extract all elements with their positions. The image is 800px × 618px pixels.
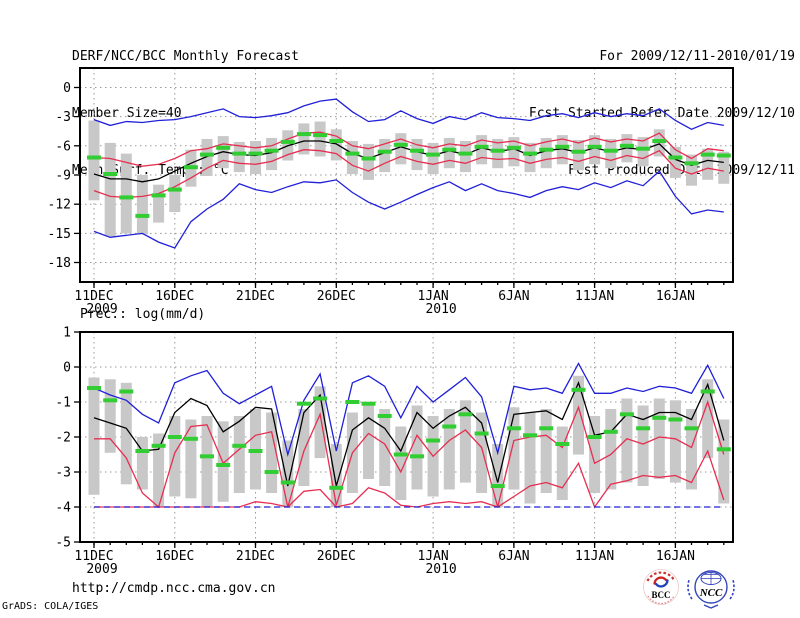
source-url: http://cmdp.ncc.cma.gov.cn	[72, 581, 276, 596]
svg-text:2010: 2010	[425, 302, 456, 314]
svg-text:-3: -3	[55, 466, 71, 481]
svg-text:26DEC: 26DEC	[317, 549, 356, 564]
svg-text:2009: 2009	[86, 302, 117, 314]
svg-text:21DEC: 21DEC	[236, 289, 275, 304]
svg-text:11DEC: 11DEC	[74, 549, 113, 564]
bcc-logo-label: BCC	[651, 590, 670, 600]
svg-text:11JAN: 11JAN	[575, 549, 614, 564]
member-size-label: Member Size=40	[72, 106, 182, 121]
bcc-logo: BCC	[643, 569, 679, 605]
svg-text:-9: -9	[55, 169, 71, 184]
svg-text:-6: -6	[55, 139, 71, 154]
page-title: DERF/NCC/BCC Monthly Forecast	[72, 49, 299, 64]
precipitation-chart-title: Prec.: log(mm/d)	[80, 307, 206, 322]
svg-text:1: 1	[63, 326, 71, 341]
svg-text:16DEC: 16DEC	[155, 549, 194, 564]
svg-text:0: 0	[63, 361, 71, 376]
svg-text:16JAN: 16JAN	[656, 289, 695, 304]
svg-text:-18: -18	[48, 256, 71, 271]
ncc-logo-label: NCC	[699, 587, 723, 599]
svg-text:16DEC: 16DEC	[155, 289, 194, 304]
svg-text:11JAN: 11JAN	[575, 289, 614, 304]
svg-text:1JAN: 1JAN	[417, 549, 448, 564]
svg-text:21DEC: 21DEC	[236, 549, 275, 564]
svg-text:6JAN: 6JAN	[498, 549, 529, 564]
svg-text:0: 0	[63, 81, 71, 96]
svg-text:2010: 2010	[425, 562, 456, 577]
svg-text:1JAN: 1JAN	[417, 289, 448, 304]
svg-text:-5: -5	[55, 536, 71, 551]
svg-text:11DEC: 11DEC	[74, 289, 113, 304]
svg-text:-1: -1	[55, 396, 71, 411]
ncc-logo: NCC	[687, 570, 735, 609]
svg-text:-2: -2	[55, 431, 71, 446]
svg-text:-15: -15	[48, 227, 71, 242]
svg-text:-4: -4	[55, 501, 71, 516]
svg-text:2009: 2009	[86, 562, 117, 577]
svg-text:26DEC: 26DEC	[317, 289, 356, 304]
svg-text:6JAN: 6JAN	[498, 289, 529, 304]
forecast-range-label: For 2009/12/11-2010/01/19	[599, 49, 795, 64]
grads-credit: GrADS: COLA/IGES	[2, 601, 99, 612]
svg-text:-3: -3	[55, 110, 71, 125]
svg-text:16JAN: 16JAN	[656, 549, 695, 564]
svg-text:-12: -12	[48, 198, 71, 213]
